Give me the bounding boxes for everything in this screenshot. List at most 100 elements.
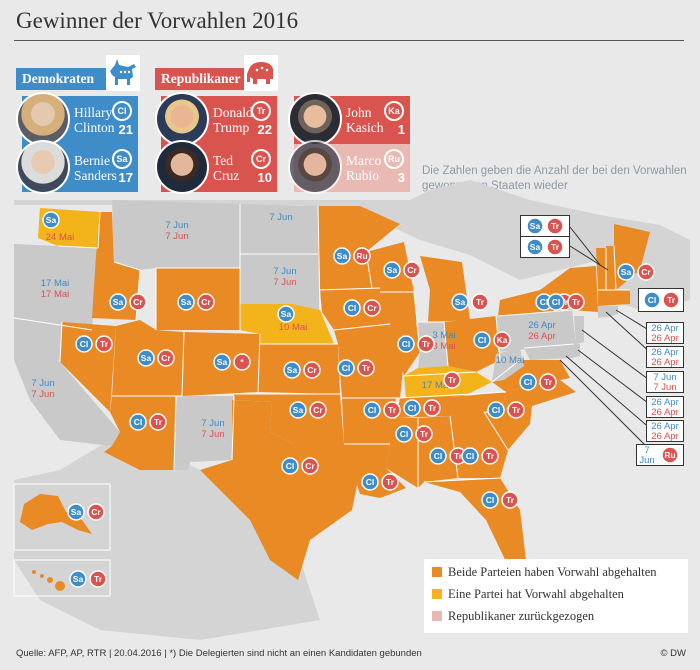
legend-label: Beide Parteien haben Vorwahl abgehalten — [448, 565, 657, 579]
democrats-label: Demokraten — [22, 71, 94, 86]
legend-swatch — [432, 611, 442, 621]
candidate-abbr-badge: Sa — [112, 149, 132, 169]
pa-dates: 26 Apr 26 Apr — [528, 320, 556, 342]
avatar — [155, 92, 209, 146]
state-nh — [606, 246, 616, 290]
marker-sa — [526, 217, 544, 235]
state-de — [572, 344, 580, 358]
page-title: Gewinner der Vorwahlen 2016 — [16, 8, 299, 33]
states-won-count: 22 — [257, 122, 272, 137]
source-footnote: Quelle: AFP, AP, RTR | 20.04.2016 | *) D… — [16, 648, 422, 659]
callout-nj: 7 Jun 7 Jun — [646, 371, 684, 393]
state-mi — [420, 256, 470, 322]
state-md — [524, 344, 574, 360]
candidate-name: Hillary Clinton — [74, 105, 115, 135]
candidate-name: John Kasich — [346, 105, 384, 135]
callout-ma: Cl Tr — [638, 288, 684, 312]
state-hi — [32, 570, 65, 591]
republicans-label: Republikaner — [161, 71, 241, 86]
state-nm — [174, 396, 234, 470]
hawaii-inset-frame — [13, 559, 111, 597]
candidate-abbr-badge: Cl — [112, 101, 132, 121]
marker-tr-label: Tr — [667, 295, 676, 305]
democrats-header: Demokraten — [16, 68, 110, 90]
marker-tr-label: Tr — [551, 221, 560, 231]
ne-date: 10 Mai — [278, 322, 308, 333]
marker-sa-label: Sa — [530, 242, 541, 252]
states-won-count: 10 — [257, 170, 272, 185]
candidate-card-sanders: Bernie Sanders Sa 17 — [16, 140, 138, 194]
or-dates: 17 Mai 17 Mai — [40, 278, 70, 300]
callout-dc: 7 Jun Ru — [636, 444, 684, 466]
states-won-count: 17 — [118, 170, 133, 185]
avatar — [16, 140, 70, 194]
nd-date: 7 Jun — [269, 212, 293, 223]
alaska-inset-frame — [13, 483, 111, 551]
marker-tr — [546, 238, 564, 256]
state-ne — [240, 304, 334, 344]
state-tx — [200, 400, 360, 580]
state-il — [380, 292, 420, 376]
legend-label: Republikaner zurückgezogen — [448, 609, 595, 623]
wv-date: 10 Mai — [495, 355, 525, 366]
marker-ru — [661, 446, 679, 464]
state-borders — [13, 204, 630, 488]
state-nj — [574, 316, 584, 344]
state-wy — [156, 268, 240, 330]
marker-tr — [546, 217, 564, 235]
state-ct — [598, 306, 612, 318]
ca-dates: 7 Jun 7 Jun — [31, 378, 55, 400]
callout-de: 26 Apr 26 Apr — [646, 396, 684, 418]
state-ks — [258, 344, 340, 394]
legend-label: Eine Partei hat Vorwahl abgehalten — [448, 587, 624, 601]
state-ar — [342, 398, 396, 444]
state-oh — [444, 316, 500, 372]
candidate-card-kasich: John Kasich Ka 1 — [288, 92, 410, 146]
callout-vt: Sa Tr — [520, 215, 570, 237]
marker-cl — [643, 291, 661, 309]
candidate-card-rubio: Marco Rubio Ru 3 — [288, 140, 410, 194]
avatar — [288, 140, 342, 194]
candidate-name: Donald Trump — [213, 105, 253, 135]
candidate-card-trump: Donald Trump Tr 22 — [155, 92, 277, 146]
ky-date: 17 Mai — [421, 380, 451, 391]
state-ri — [612, 306, 618, 316]
avatar — [16, 92, 70, 146]
states-won-count: 3 — [397, 170, 405, 185]
state-or — [14, 244, 98, 330]
marker-sa — [526, 238, 544, 256]
legend-swatch — [432, 567, 442, 577]
callout-md: 26 Apr 26 Apr — [646, 420, 684, 442]
state-sd — [240, 254, 320, 310]
state-ak — [20, 494, 92, 534]
state-fl — [424, 478, 526, 570]
marker-tr — [662, 291, 680, 309]
candidate-name: Ted Cruz — [213, 153, 240, 183]
state-pa — [496, 310, 576, 352]
marker-cl-label: Cl — [648, 295, 657, 305]
marker-ru-label: Ru — [664, 450, 675, 460]
state-ma — [598, 290, 630, 306]
avatar — [155, 140, 209, 194]
elephant-icon — [244, 55, 278, 91]
state-ut — [112, 320, 184, 396]
candidate-card-cruz: Ted Cruz Cr 10 — [155, 140, 277, 194]
candidate-card-clinton: Hillary Clinton Cl 21 — [16, 92, 138, 146]
republicans-header: Republikaner — [155, 68, 249, 90]
mt-dates: 7 Jun 7 Jun — [165, 220, 189, 242]
callout-nh: Sa Tr — [520, 236, 570, 258]
nm-dates: 7 Jun 7 Jun — [201, 418, 225, 440]
wa-date: 24 Mai — [45, 232, 75, 243]
marker-sa-label: Sa — [530, 221, 541, 231]
candidate-abbr-badge: Tr — [251, 101, 271, 121]
map-legend: Beide Parteien haben Vorwahl abgehalten … — [424, 559, 688, 633]
candidate-abbr-badge: Cr — [251, 149, 271, 169]
state-co — [182, 332, 260, 396]
title-divider — [14, 40, 684, 41]
state-ia — [320, 288, 390, 330]
marker-tr-label: Tr — [551, 242, 560, 252]
candidate-name: Bernie Sanders — [74, 153, 117, 183]
states-won-count: 1 — [397, 122, 405, 137]
state-wi — [366, 242, 414, 292]
legend-swatch — [432, 589, 442, 599]
